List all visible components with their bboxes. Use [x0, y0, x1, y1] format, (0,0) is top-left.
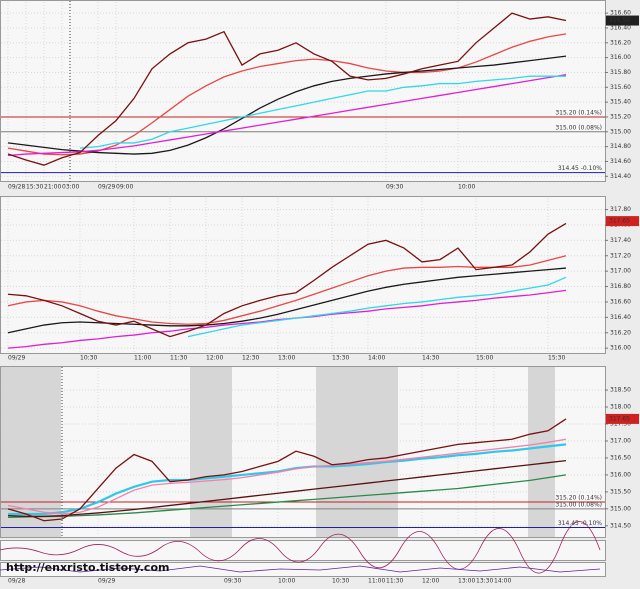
x-tick-label: 15:30 [26, 184, 43, 191]
reference-label: 315.20 (0.14%) [555, 495, 602, 502]
y-tick-label: 316.40 [610, 24, 631, 31]
y-tick-label: 316.00 [610, 54, 631, 61]
x-tick-label: 11:30 [170, 355, 187, 362]
y-tick-label: 316.00 [610, 345, 631, 352]
reference-label: 315.00 (0.08%) [555, 501, 602, 508]
x-tick-label: 09/29 [8, 355, 25, 362]
y-tick-label: 317.80 [610, 206, 631, 213]
x-tick-label: 11:00 [368, 578, 385, 585]
x-tick-label: 13:00 [458, 578, 475, 585]
price-tag [606, 15, 639, 26]
price-tag-label: 316.50 [609, 17, 630, 24]
x-tick-label: 12:30 [242, 355, 259, 362]
x-tick-label: 15:00 [476, 355, 493, 362]
indicator-line [7, 255, 567, 325]
y-tick-label: 316.50 [610, 454, 631, 461]
x-tick-label: 09/28 [8, 184, 25, 191]
indicator-line [7, 55, 567, 155]
y-tick-label: 317.40 [610, 237, 631, 244]
x-tick-label: 13:30 [332, 355, 349, 362]
x-tick-label: 09:30 [386, 184, 403, 191]
x-tick-label: 11:00 [134, 355, 151, 362]
indicator-line [7, 267, 567, 334]
reference-label: 315.00 (0.08%) [555, 124, 602, 131]
y-tick-label: 316.20 [610, 329, 631, 336]
x-tick-label: 10:30 [80, 355, 97, 362]
x-tick-label: 09:00 [116, 184, 133, 191]
x-tick-label: 10:30 [332, 578, 349, 585]
x-tick-label: 13:00 [278, 355, 295, 362]
y-tick-label: 315.80 [610, 69, 631, 76]
indicator-line [7, 460, 567, 517]
session-shade [528, 367, 555, 537]
y-tick-label: 316.40 [610, 314, 631, 321]
reference-label: 315.20 (0.14%) [555, 109, 602, 116]
x-tick-label: 10:00 [458, 184, 475, 191]
price-tag [606, 216, 639, 227]
y-tick-label: 317.50 [610, 421, 631, 428]
indicator-line [0, 521, 601, 574]
session-shade [1, 367, 61, 537]
y-tick-label: 317.20 [610, 252, 631, 259]
y-tick-label: 315.20 [610, 113, 631, 120]
y-tick-label: 317.00 [610, 268, 631, 275]
indicator-line [8, 443, 567, 516]
y-tick-label: 314.80 [610, 143, 631, 150]
indicator-line [7, 474, 567, 518]
indicator-line [0, 565, 601, 573]
x-tick-label: 09/28 [8, 578, 25, 585]
panel-frame [0, 0, 606, 182]
indicator-line [7, 74, 567, 157]
indicator-line [187, 276, 567, 338]
x-tick-label: 21:00 [44, 184, 61, 191]
price-line [7, 418, 567, 522]
x-tick-label: 13:30 [476, 578, 493, 585]
panel-frame [0, 366, 606, 538]
y-tick-label: 316.80 [610, 283, 631, 290]
y-tick-label: 317.00 [610, 437, 631, 444]
x-tick-label: 14:00 [494, 578, 511, 585]
indicator-line [7, 438, 567, 515]
price-tag-label: 317.65 [609, 415, 630, 422]
y-tick-label: 314.50 [610, 522, 631, 529]
x-tick-label: 09/29 [98, 184, 115, 191]
y-tick-label: 318.00 [610, 404, 631, 411]
y-tick-label: 315.00 [610, 505, 631, 512]
reference-label: 314.45 -0.10% [558, 165, 602, 172]
y-tick-label: 314.40 [610, 173, 631, 180]
x-tick-label: 12:00 [206, 355, 223, 362]
y-tick-label: 315.50 [610, 488, 631, 495]
price-line [7, 222, 567, 338]
x-tick-label: 10:00 [278, 578, 295, 585]
x-tick-label: 09:30 [224, 578, 241, 585]
y-tick-label: 316.20 [610, 39, 631, 46]
price-line [7, 12, 567, 166]
y-tick-label: 315.00 [610, 128, 631, 135]
x-tick-label: 14:30 [422, 355, 439, 362]
y-tick-label: 318.50 [610, 387, 631, 394]
x-tick-label: 15:30 [548, 355, 565, 362]
y-tick-label: 315.60 [610, 84, 631, 91]
reference-label: 314.45 -0.10% [558, 520, 602, 527]
price-tag-label: 317.65 [609, 218, 630, 225]
indicator-line [79, 75, 566, 149]
price-tag [606, 413, 639, 424]
panel-frame [0, 196, 606, 354]
x-tick-label: 12:00 [422, 578, 439, 585]
x-tick-label: 09/29 [98, 578, 115, 585]
y-tick-label: 316.60 [610, 298, 631, 305]
watermark: http://enxristo.tistory.com [6, 561, 169, 574]
y-tick-label: 315.40 [610, 99, 631, 106]
x-tick-label: 03:00 [62, 184, 79, 191]
indicator-strip [0, 540, 606, 561]
session-shade [190, 367, 232, 537]
x-tick-label: 14:00 [368, 355, 385, 362]
x-tick-label: 11:30 [386, 578, 403, 585]
y-tick-label: 314.60 [610, 158, 631, 165]
y-tick-label: 316.60 [610, 10, 631, 17]
y-tick-label: 316.00 [610, 471, 631, 478]
